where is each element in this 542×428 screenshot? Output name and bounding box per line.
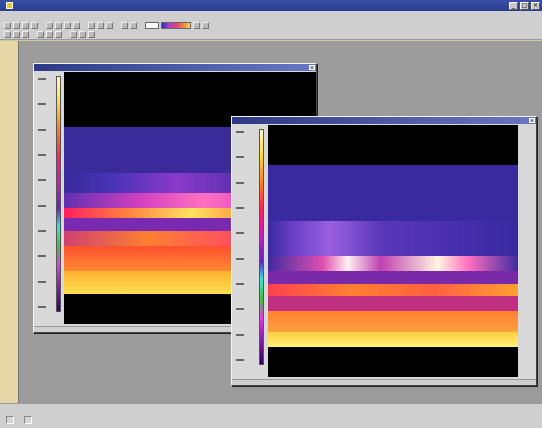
temperature-colorbar [259, 129, 264, 365]
undo-icon[interactable] [64, 21, 71, 29]
print-icon[interactable] [31, 21, 38, 29]
window-title [232, 117, 536, 124]
thermal-image[interactable] [268, 125, 518, 377]
window-close-button[interactable]: × [309, 65, 315, 70]
copy-icon[interactable] [46, 21, 53, 29]
status-bar [0, 403, 542, 428]
grid-icon[interactable] [88, 31, 95, 38]
spot-icon[interactable] [4, 31, 11, 38]
thermal-image-window-2[interactable]: × [231, 116, 537, 386]
window-status [34, 326, 316, 332]
open-icon[interactable] [13, 21, 20, 29]
ellipse-icon[interactable] [37, 31, 44, 38]
zoom-out-icon[interactable] [106, 21, 113, 29]
new-icon[interactable] [4, 21, 11, 29]
scale-ticks [36, 78, 50, 308]
text-icon[interactable] [70, 31, 77, 38]
line-icon[interactable] [13, 31, 20, 38]
box-icon[interactable] [22, 31, 29, 38]
minimize-button[interactable]: _ [509, 1, 518, 10]
temperature-colorbar [56, 76, 61, 312]
window-close-button[interactable]: × [529, 118, 535, 123]
zoom-in-icon[interactable] [97, 21, 104, 29]
close-button[interactable]: × [531, 1, 540, 10]
measure-icon[interactable] [79, 31, 86, 38]
window-status [232, 379, 536, 385]
window-title [34, 64, 316, 71]
scale-ticks [234, 131, 248, 361]
title-bar: _ □ × [0, 0, 542, 11]
status-cell-2 [24, 416, 32, 424]
redo-icon[interactable] [73, 21, 80, 29]
analysis-toolbar [0, 30, 542, 40]
palette-selector[interactable] [161, 21, 191, 29]
help-icon[interactable] [202, 21, 209, 29]
paste-icon[interactable] [55, 21, 62, 29]
left-margin [0, 41, 18, 403]
polygon-icon[interactable] [46, 31, 53, 38]
status-cell-1 [6, 416, 14, 424]
save-icon[interactable] [22, 21, 29, 29]
main-toolbar [0, 20, 542, 30]
maximize-button[interactable]: □ [520, 1, 529, 10]
app-icon [6, 2, 13, 9]
histogram-icon[interactable] [121, 21, 128, 29]
isotherm-icon[interactable] [55, 31, 62, 38]
cursor-icon[interactable] [88, 21, 95, 29]
menu-bar [0, 11, 542, 20]
settings-icon[interactable] [130, 21, 137, 29]
zoom-field[interactable] [145, 21, 159, 29]
mdi-workspace: × [18, 41, 542, 403]
palette-icon[interactable] [193, 21, 200, 29]
